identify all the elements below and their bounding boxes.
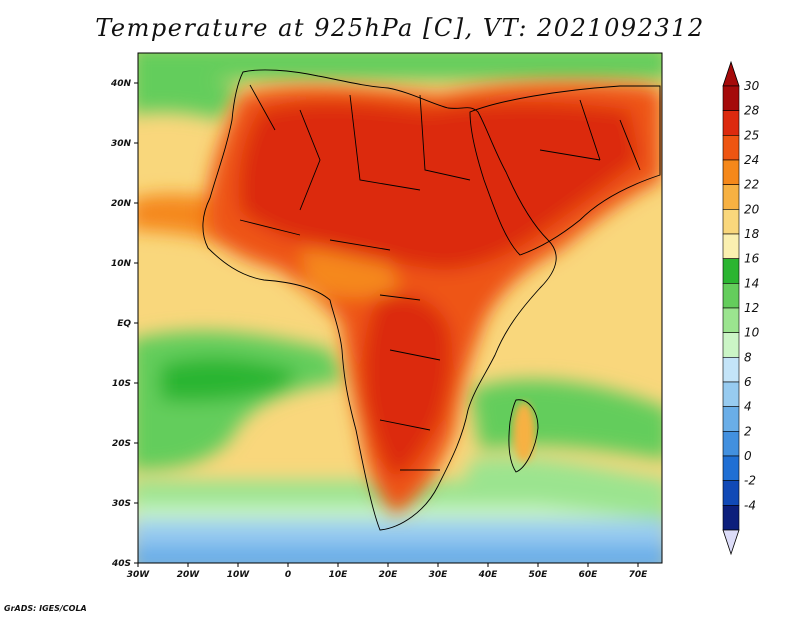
colorbar-cell — [722, 332, 740, 358]
colorbar-label: -2 — [744, 474, 756, 488]
latitude-labels: 40N 30N 20N 10N EQ 10S 20S 30S 40S — [110, 79, 132, 569]
temperature-field — [138, 53, 662, 563]
colorbar-cell — [722, 233, 740, 259]
colorbar-label: 8 — [744, 350, 752, 364]
lon-label: 0 — [285, 570, 291, 580]
lon-label: 10W — [227, 570, 251, 580]
colorbar-cell — [722, 184, 740, 210]
grads-credit: GrADS: IGES/COLA — [4, 604, 87, 613]
lon-label: 50E — [529, 570, 549, 580]
lat-label: EQ — [117, 319, 131, 329]
lat-label: 10S — [112, 379, 131, 389]
lat-label: 40S — [111, 559, 131, 569]
colorbar-cell — [722, 110, 740, 136]
colorbar-label: 2 — [744, 424, 752, 438]
colorbar-cell — [722, 307, 740, 333]
colorbar-cells — [722, 85, 740, 531]
colorbar-label: 25 — [744, 128, 759, 142]
colorbar-label: 20 — [744, 202, 760, 216]
colorbar-label: 14 — [744, 276, 759, 290]
lon-label: 40E — [478, 570, 499, 580]
lat-label: 40N — [110, 79, 132, 89]
colorbar-cell — [722, 135, 740, 161]
lon-label: 70E — [629, 570, 649, 580]
map-title: Temperature at 925hPa [C], VT: 202109231… — [95, 14, 705, 42]
lat-label: 30S — [112, 499, 131, 509]
colorbar-label: -4 — [744, 498, 756, 512]
plot-frame — [137, 52, 663, 564]
colorbar-cell — [722, 455, 740, 481]
lon-label: 20E — [379, 570, 399, 580]
lat-label: 30N — [111, 139, 132, 149]
colorbar-label: 22 — [744, 178, 759, 192]
colorbar-cell — [722, 159, 740, 185]
colorbar-label: 18 — [744, 227, 760, 241]
colorbar-label: 6 — [744, 375, 752, 389]
colorbar-cell — [722, 283, 740, 309]
colorbar-cell — [722, 505, 740, 531]
axis-ticks — [134, 82, 639, 567]
colorbar-label: 30 — [744, 79, 760, 93]
lat-label: 20S — [112, 439, 131, 449]
colorbar-bottom-arrow — [722, 529, 740, 556]
colorbar-label: 4 — [744, 400, 752, 414]
lon-label: 30W — [127, 570, 151, 580]
colorbar-label: 0 — [744, 449, 752, 463]
colorbar-label: 10 — [744, 326, 760, 340]
lon-label: 60E — [579, 570, 599, 580]
lat-label: 20N — [111, 199, 132, 209]
coastlines — [202, 69, 661, 531]
colorbar-label: 12 — [744, 301, 759, 315]
colorbar-top-arrow — [722, 60, 740, 87]
lon-label: 10E — [329, 570, 349, 580]
colorbar-label: 24 — [744, 153, 759, 167]
colorbar-cell — [722, 431, 740, 457]
lat-label: 10N — [111, 259, 132, 269]
colorbar-label: 16 — [744, 252, 760, 266]
colorbar-cell — [722, 406, 740, 432]
colorbar-label: 28 — [744, 104, 760, 118]
lon-label: 20W — [177, 570, 201, 580]
colorbar-cell — [722, 85, 740, 111]
longitude-labels: 30W 20W 10W 0 10E 20E 30E 40E 50E 60E 70… — [127, 570, 648, 580]
lon-label: 30E — [429, 570, 449, 580]
colorbar-cell — [722, 480, 740, 506]
colorbar-cell — [722, 209, 740, 235]
colorbar-cell — [722, 258, 740, 284]
colorbar-cell — [722, 381, 740, 407]
colorbar-cell — [722, 357, 740, 383]
